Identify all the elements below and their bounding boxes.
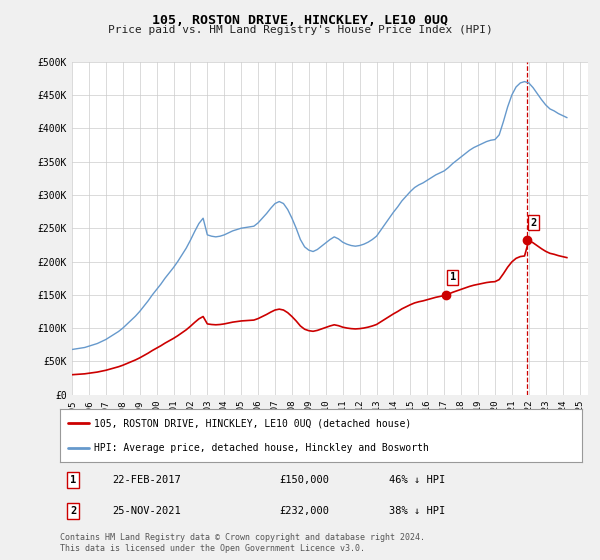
Text: 38% ↓ HPI: 38% ↓ HPI xyxy=(389,506,445,516)
Text: 25-NOV-2021: 25-NOV-2021 xyxy=(112,506,181,516)
Text: £232,000: £232,000 xyxy=(279,506,329,516)
Text: 105, ROSTON DRIVE, HINCKLEY, LE10 0UQ: 105, ROSTON DRIVE, HINCKLEY, LE10 0UQ xyxy=(152,14,448,27)
Text: 1: 1 xyxy=(449,272,456,282)
Text: HPI: Average price, detached house, Hinckley and Bosworth: HPI: Average price, detached house, Hinc… xyxy=(94,442,429,452)
Text: 22-FEB-2017: 22-FEB-2017 xyxy=(112,475,181,485)
Text: 2: 2 xyxy=(530,217,537,227)
Text: 46% ↓ HPI: 46% ↓ HPI xyxy=(389,475,445,485)
Text: 1: 1 xyxy=(70,475,76,485)
Text: £150,000: £150,000 xyxy=(279,475,329,485)
Text: 2: 2 xyxy=(70,506,76,516)
Text: 105, ROSTON DRIVE, HINCKLEY, LE10 0UQ (detached house): 105, ROSTON DRIVE, HINCKLEY, LE10 0UQ (d… xyxy=(94,418,411,428)
Text: Contains HM Land Registry data © Crown copyright and database right 2024.
This d: Contains HM Land Registry data © Crown c… xyxy=(60,533,425,553)
Text: Price paid vs. HM Land Registry's House Price Index (HPI): Price paid vs. HM Land Registry's House … xyxy=(107,25,493,35)
